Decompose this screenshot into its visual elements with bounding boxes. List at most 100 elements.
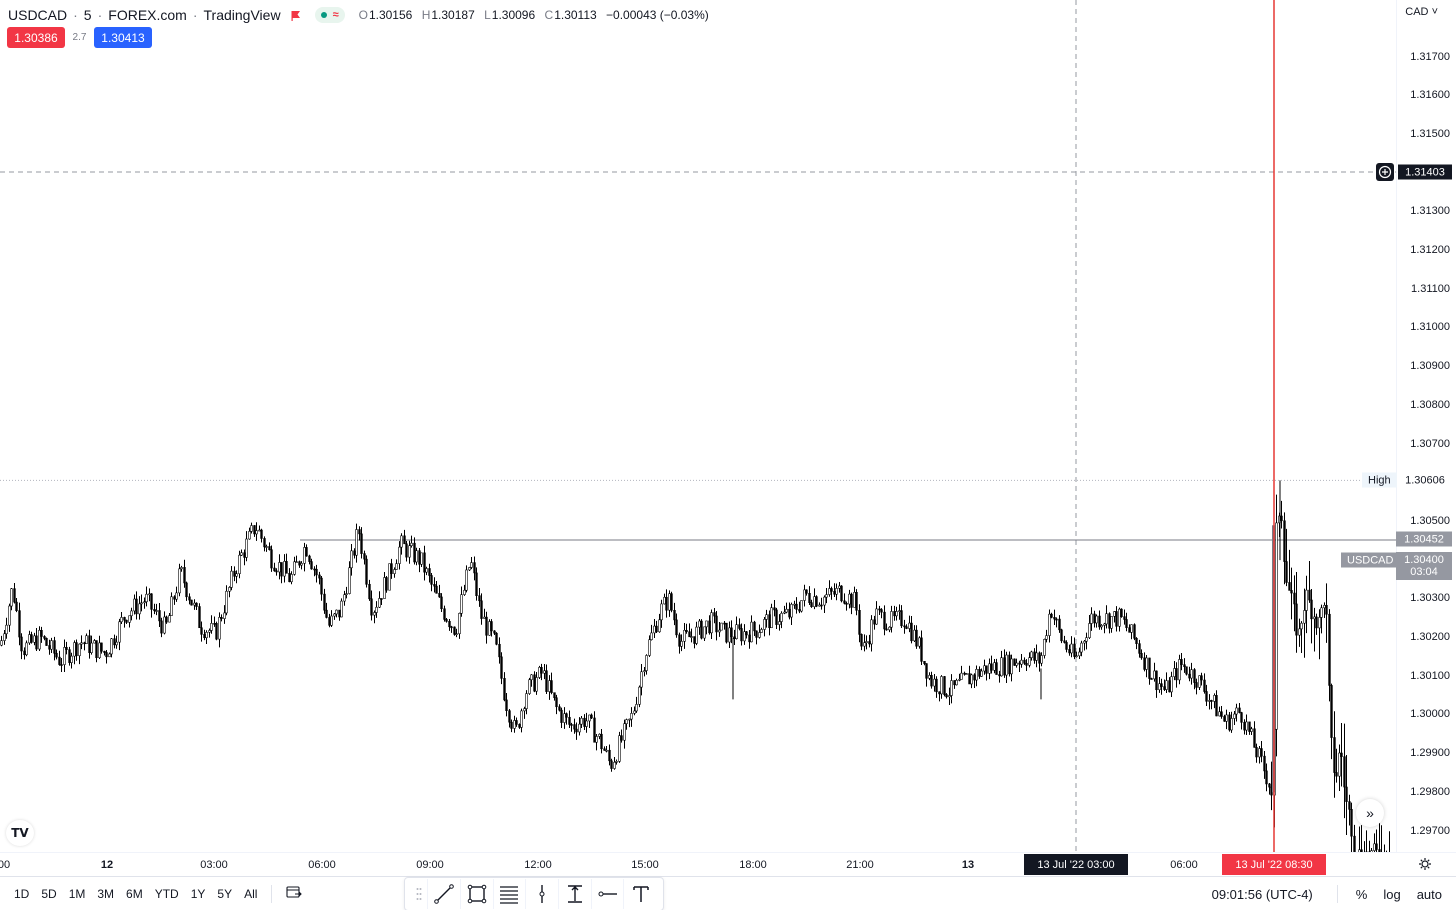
candle-body bbox=[203, 634, 206, 639]
candle-body bbox=[1155, 670, 1158, 691]
candle-body bbox=[220, 617, 223, 619]
price-tick: 1.30900 bbox=[1410, 360, 1450, 372]
chart-settings-button[interactable] bbox=[1416, 855, 1434, 873]
range-3m-button[interactable]: 3M bbox=[97, 886, 115, 901]
candle-body bbox=[1183, 664, 1186, 668]
candle-body bbox=[1295, 603, 1298, 636]
candlestick-chart[interactable] bbox=[0, 0, 1396, 852]
log-scale-toggle[interactable]: log bbox=[1383, 886, 1401, 902]
price-range-tool[interactable] bbox=[559, 879, 592, 909]
rectangle-tool[interactable] bbox=[461, 879, 494, 909]
candle-body bbox=[315, 568, 318, 576]
candle-body bbox=[893, 611, 896, 617]
candle-body bbox=[1043, 639, 1046, 656]
candle-body bbox=[470, 562, 473, 568]
candle-body bbox=[1340, 752, 1343, 757]
range-6m-button[interactable]: 6M bbox=[126, 886, 143, 901]
floating-drawing-toolbar[interactable] bbox=[404, 877, 664, 910]
time-axis[interactable]: 00 12 03:00 06:00 09:00 12:00 15:00 18:0… bbox=[0, 852, 1456, 876]
range-1d-button[interactable]: 1D bbox=[14, 886, 30, 901]
candle-body bbox=[285, 561, 288, 574]
candle-body bbox=[940, 676, 943, 695]
market-status-pill[interactable]: ≈ bbox=[314, 7, 345, 23]
candle-body bbox=[288, 573, 291, 583]
candle-body bbox=[65, 647, 68, 650]
scroll-to-realtime-button[interactable]: » bbox=[1356, 799, 1384, 827]
timezone-clock[interactable]: 09:01:56 (UTC-4) bbox=[1211, 886, 1313, 902]
range-1y-button[interactable]: 1Y bbox=[190, 886, 206, 901]
buy-button[interactable]: 1.30413 bbox=[94, 27, 152, 48]
candle-body bbox=[205, 631, 208, 639]
range-ytd-button[interactable]: YTD bbox=[154, 886, 179, 901]
drag-handle[interactable] bbox=[411, 879, 429, 909]
price-axis[interactable]: CAD ˅ 1.31700 1.31600 1.31500 1.31300 1.… bbox=[1396, 0, 1456, 852]
exchange-label: FOREX.com bbox=[108, 7, 187, 23]
auto-scale-toggle[interactable]: auto bbox=[1416, 886, 1442, 902]
candle-body bbox=[773, 607, 776, 611]
candle-body bbox=[1258, 748, 1261, 758]
candle-body bbox=[120, 617, 123, 623]
candle-body bbox=[145, 593, 148, 603]
candle-body bbox=[1338, 752, 1341, 777]
candle-body bbox=[683, 630, 686, 642]
time-tick: 00 bbox=[0, 859, 11, 871]
candle-body bbox=[1248, 721, 1251, 732]
candle-body bbox=[105, 652, 108, 658]
flag-icon[interactable] bbox=[291, 10, 301, 21]
candle-body bbox=[1358, 849, 1361, 852]
candle-body bbox=[975, 668, 978, 681]
candle-body bbox=[878, 608, 881, 611]
candle-body bbox=[375, 606, 378, 613]
vertical-line-tool[interactable] bbox=[526, 879, 559, 909]
tradingview-logo[interactable]: TV bbox=[6, 820, 34, 846]
candle-body bbox=[1333, 737, 1336, 773]
candle-body bbox=[450, 626, 453, 629]
go-to-date-button[interactable] bbox=[280, 885, 308, 902]
candle-body bbox=[575, 728, 578, 733]
candle-body bbox=[1038, 652, 1041, 664]
candle-body bbox=[768, 614, 771, 629]
interval-label[interactable]: 5 bbox=[83, 7, 92, 23]
price-tick: 1.30300 bbox=[1410, 592, 1450, 604]
candle-body bbox=[1275, 522, 1278, 730]
candle-body bbox=[1065, 642, 1068, 650]
candle-body bbox=[943, 676, 946, 695]
candle-body bbox=[23, 650, 26, 656]
currency-selector[interactable]: CAD ˅ bbox=[1405, 6, 1438, 18]
candle-body bbox=[100, 642, 103, 652]
candle-body bbox=[1240, 712, 1243, 723]
candle-body bbox=[778, 621, 781, 625]
percent-scale-toggle[interactable]: % bbox=[1355, 886, 1368, 902]
candle-body bbox=[218, 617, 221, 640]
chart-pane[interactable]: USDCAD · 5 · FOREX.com · TradingView ≈ O… bbox=[0, 0, 1396, 852]
open-value: 1.30156 bbox=[368, 8, 413, 22]
candle-body bbox=[150, 593, 153, 610]
candle-body bbox=[1335, 772, 1338, 777]
range-1m-button[interactable]: 1M bbox=[68, 886, 86, 901]
candle-body bbox=[948, 695, 951, 698]
candle-body bbox=[1280, 515, 1283, 522]
candle-body bbox=[465, 569, 468, 591]
candle-body bbox=[675, 619, 678, 636]
range-5y-button[interactable]: 5Y bbox=[217, 886, 233, 901]
candle-body bbox=[355, 529, 358, 556]
crosshair-plus-button[interactable] bbox=[1376, 163, 1394, 181]
candle-body bbox=[68, 649, 71, 663]
candle-body bbox=[593, 717, 596, 743]
candle-body bbox=[303, 547, 306, 564]
candle-body bbox=[20, 636, 23, 652]
trend-line-tool[interactable] bbox=[428, 879, 461, 909]
candle-body bbox=[1198, 675, 1201, 688]
trend-line-icon bbox=[434, 884, 454, 904]
horizontal-ray-tool[interactable] bbox=[592, 879, 625, 909]
range-5d-button[interactable]: 5D bbox=[41, 886, 57, 901]
range-all-button[interactable]: All bbox=[244, 886, 258, 901]
sell-button[interactable]: 1.30386 bbox=[7, 27, 65, 48]
candle-body bbox=[110, 638, 113, 655]
symbol-name[interactable]: USDCAD bbox=[8, 7, 68, 23]
fib-retracement-tool[interactable] bbox=[494, 879, 527, 909]
text-tool[interactable] bbox=[624, 879, 657, 909]
candle-body bbox=[90, 642, 93, 653]
candle-body bbox=[485, 616, 488, 636]
candle-body bbox=[425, 568, 428, 573]
